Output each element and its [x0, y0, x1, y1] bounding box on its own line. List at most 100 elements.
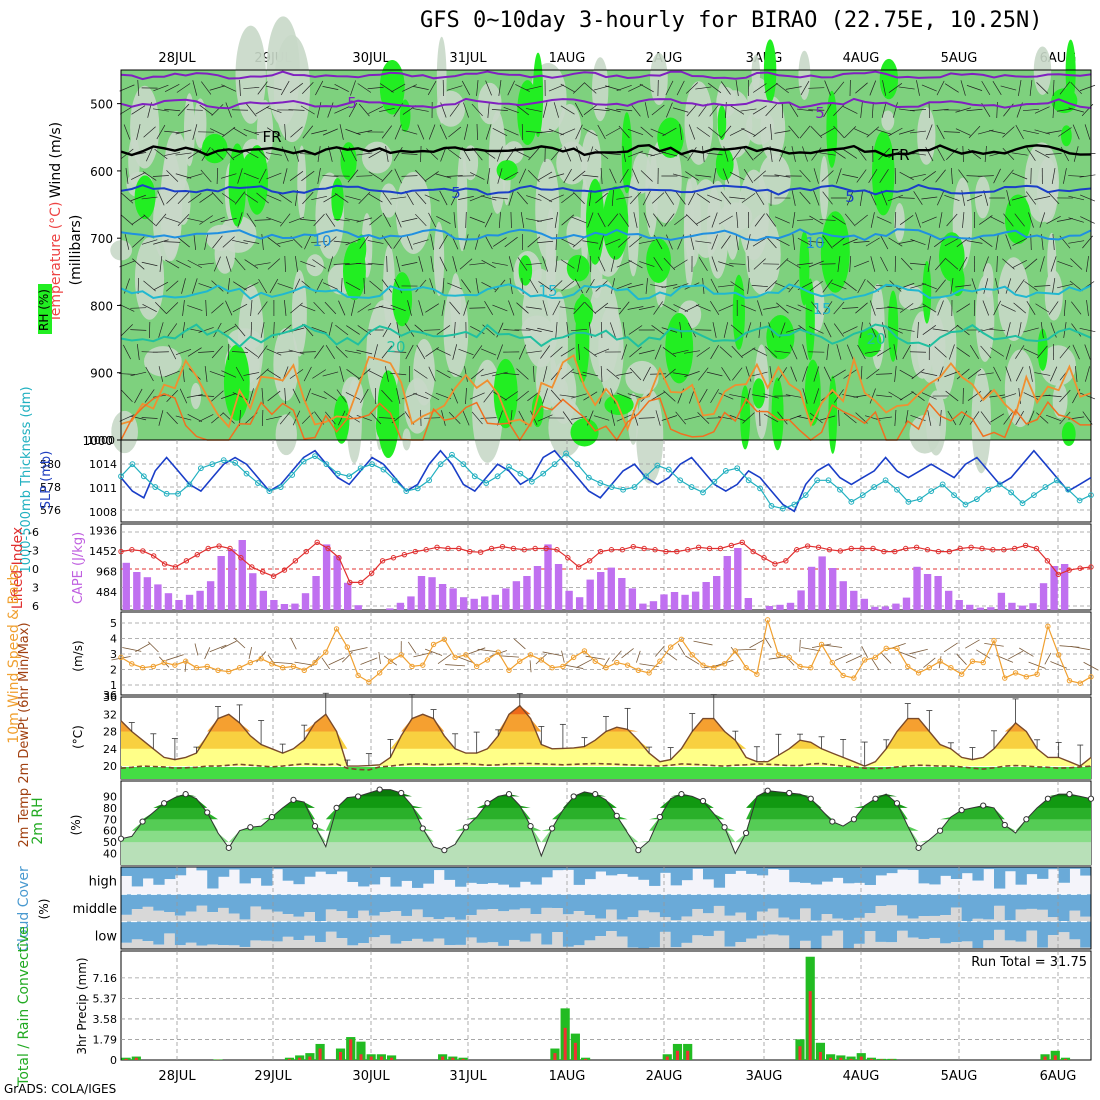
wind-barb: [345, 392, 361, 400]
cloud-gap: [541, 944, 553, 949]
wind-barb: [132, 258, 145, 270]
lifted-index-point: [957, 545, 963, 552]
wind-barb: [143, 280, 156, 292]
wind-barb: [237, 212, 243, 228]
wind-barb: [898, 197, 915, 199]
wind-barb: [538, 281, 552, 291]
wind-barb: [996, 101, 998, 119]
rh-dry-patch: [917, 107, 936, 165]
wind-barb: [560, 259, 575, 269]
cloud-cover-bar: [703, 921, 715, 937]
lifted-index-point: [924, 547, 931, 553]
thickness-point: [232, 459, 239, 466]
cape-bar: [343, 582, 352, 610]
cloud-cover-bar: [573, 867, 585, 885]
wind-speed-point: [150, 663, 157, 670]
wind-barb: [447, 370, 463, 378]
wind-barb: [1079, 327, 1096, 333]
wind-barb: [866, 368, 880, 380]
wind-barb: [675, 411, 687, 425]
rh-dry-patch: [1044, 270, 1063, 321]
wind-barb: [526, 195, 542, 201]
cloud-gap: [401, 915, 413, 922]
cloud-gap: [368, 937, 381, 949]
rh-moist-patch: [828, 375, 838, 454]
wind-speed-line: [120, 619, 1092, 684]
wind-barb: [314, 345, 325, 359]
wind-barb: [521, 123, 524, 141]
wind-barb: [465, 387, 467, 405]
wind-barb: [842, 307, 859, 309]
wind-barb: [425, 171, 439, 181]
cloud-cover-bar: [196, 921, 208, 946]
wind-barb: [616, 282, 632, 290]
wind-barb: [948, 344, 955, 360]
wind-barb: [277, 283, 293, 289]
wind-barb: [833, 125, 845, 139]
wind-barb: [842, 238, 858, 246]
cloud-gap: [756, 935, 769, 949]
wind-barb: [736, 211, 739, 229]
thickness-point: [996, 481, 1003, 488]
cloud-cover-bar: [207, 921, 219, 945]
rh-point: [915, 844, 922, 851]
rh-dry-patch: [297, 145, 307, 220]
wind-barb: [1003, 169, 1014, 183]
rh-point: [872, 795, 879, 802]
wind-barb: [1059, 81, 1071, 95]
wind-barb: [979, 215, 993, 225]
cloud-cover-bar: [131, 867, 144, 887]
wind-barb: [593, 415, 610, 421]
wind-speed-point: [193, 665, 200, 671]
wind-barb: [153, 84, 169, 92]
rh-moist-patch: [531, 394, 544, 428]
y-tick-label: 580: [40, 458, 61, 471]
wind-barb: [356, 130, 373, 134]
wind-barb: [503, 107, 519, 113]
wind-barb: [753, 83, 767, 93]
wind-barb: [610, 256, 616, 272]
wind-barb: [913, 191, 923, 205]
rh-dry-patch: [436, 90, 466, 127]
cloud-cover-bar: [164, 894, 176, 912]
wind-barb: [165, 280, 179, 292]
cloud-cover-bar: [164, 867, 176, 880]
wind-barb: [662, 347, 677, 357]
wind-barb: [576, 146, 582, 162]
wind-barb: [809, 215, 824, 225]
cloud-gap: [972, 918, 984, 922]
wind-barb: [492, 128, 508, 136]
cloud-cover-bar: [541, 894, 553, 908]
wind-barb: [600, 167, 603, 185]
wind-barb: [1029, 80, 1033, 96]
rh-moist-patch: [646, 238, 671, 284]
wind-barb: [856, 169, 867, 183]
wind-barb: [989, 216, 1005, 224]
wind-barb: [485, 124, 492, 140]
wind-barb: [225, 300, 233, 316]
wind-barb: [325, 213, 336, 227]
thickness-point: [1076, 497, 1083, 504]
precip-convective-bar: [124, 1058, 128, 1060]
wind-barb: [712, 168, 717, 184]
cloud-cover-bar: [336, 867, 348, 872]
cloud-cover-bar: [487, 867, 499, 884]
wind-barb: [370, 411, 382, 425]
wind-barb: [651, 192, 665, 204]
thickness-point: [334, 470, 341, 477]
wind-barb: [346, 369, 360, 379]
wind-barb: [1018, 388, 1022, 404]
cloud-gap: [465, 937, 478, 949]
wind-barb: [882, 80, 887, 96]
wind-barb: [243, 129, 259, 135]
rh-dry-patch: [706, 180, 729, 279]
wind-barb: [653, 301, 663, 315]
wind-barb: [358, 192, 371, 204]
wind-speed-point: [808, 665, 814, 671]
wind-speed-point: [258, 655, 264, 662]
cloud-cover-bar: [444, 894, 456, 918]
cloud-gap: [412, 938, 424, 949]
wind-barb: [221, 193, 236, 203]
wind-barb: [604, 307, 621, 309]
wind-barb: [823, 322, 832, 338]
